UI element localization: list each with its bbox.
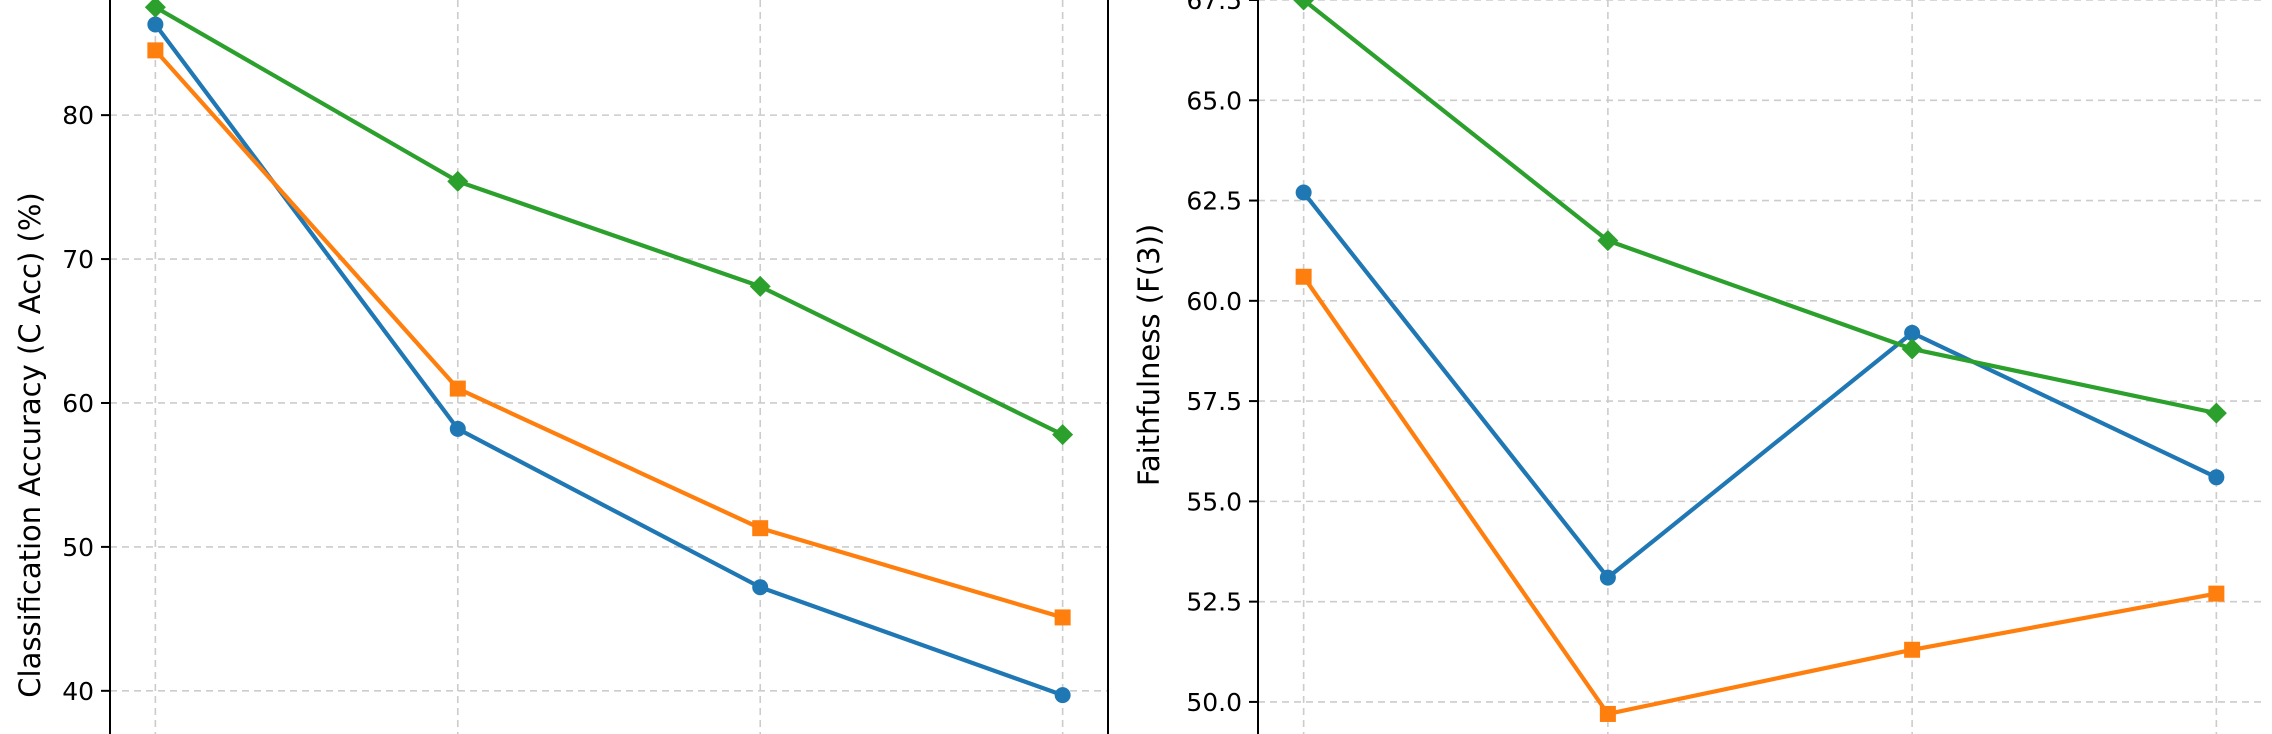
accuracy-series-1-point [147, 16, 164, 33]
accuracy-series-1-point [1054, 687, 1071, 704]
faithfulness-y-tick-label: 65.0 [1186, 86, 1242, 115]
faithfulness-series-2-point [1904, 641, 1921, 658]
faithfulness-y-tick-label: 60.0 [1186, 287, 1242, 316]
accuracy-series-1-point [752, 579, 769, 596]
faithfulness-series-2-point [2208, 585, 2225, 602]
accuracy-panel: 40 50 60 70 80 Classification Accuracy (C Ac… [13, 0, 1109, 734]
accuracy-series-3-point [447, 170, 469, 192]
faithfulness-y-axis-label: Faithfulness (F(3)) [1132, 224, 1166, 486]
accuracy-series [144, 0, 1074, 704]
faithfulness-series-3-point [1293, 0, 1315, 11]
accuracy-y-ticks: 40 50 60 70 80 [62, 101, 110, 706]
faithfulness-series-3-point [1597, 230, 1619, 252]
faithfulness-panel: 50.0 52.5 55.0 57.5 60.0 62.5 65.0 67.5 Faithfu… [1132, 0, 2262, 734]
faithfulness-y-tick-label: 67.5 [1186, 0, 1242, 15]
faithfulness-series-1-point [2208, 469, 2225, 486]
faithfulness-series-3-point [2205, 402, 2227, 424]
accuracy-y-tick-label: 40 [62, 677, 94, 706]
faithfulness-y-tick-label: 55.0 [1186, 487, 1242, 516]
accuracy-series-2-point [752, 520, 769, 537]
faithfulness-series-2-line [1301, 275, 2217, 717]
accuracy-series-3-point [749, 275, 771, 297]
accuracy-y-tick-label: 80 [62, 101, 94, 130]
accuracy-y-tick-label: 50 [62, 533, 94, 562]
accuracy-series-2-point [449, 380, 466, 397]
accuracy-y-tick-label: 60 [62, 389, 94, 418]
faithfulness-series-3-point [1901, 338, 1923, 360]
faithfulness-series [1293, 0, 2227, 722]
faithfulness-series-1-point [1904, 324, 1921, 341]
faithfulness-y-tick-label: 50.0 [1186, 688, 1242, 717]
accuracy-series-2-point [1054, 609, 1071, 626]
faithfulness-series-2-point [1295, 268, 1312, 285]
faithfulness-series-2-point [1599, 705, 1616, 722]
accuracy-series-2-line [153, 48, 1064, 620]
faithfulness-y-ticks: 50.0 52.5 55.0 57.5 60.0 62.5 65.0 67.5 [1186, 0, 1258, 717]
accuracy-y-tick-label: 70 [62, 245, 94, 274]
faithfulness-series-1-point [1295, 184, 1312, 201]
faithfulness-y-tick-label: 52.5 [1186, 588, 1242, 617]
accuracy-y-axis-label: Classification Accuracy (C Acc) (%) [13, 192, 47, 697]
faithfulness-series-3-line [1302, 0, 2217, 416]
faithfulness-y-tick-label: 57.5 [1186, 387, 1242, 416]
accuracy-series-1-point [449, 420, 466, 437]
accuracy-series-2-point [147, 42, 164, 59]
faithfulness-series-1-point [1599, 569, 1616, 586]
accuracy-series-1-line [153, 23, 1064, 698]
faithfulness-y-tick-label: 62.5 [1186, 187, 1242, 216]
accuracy-series-3-line [154, 5, 1064, 437]
accuracy-grid [110, 0, 1108, 734]
accuracy-series-3-point [144, 0, 166, 18]
faithfulness-series-1-line [1301, 191, 2218, 580]
accuracy-series-3-point [1052, 424, 1074, 446]
faithfulness-grid [1258, 0, 2262, 734]
accuracy-frame [109, 0, 1109, 734]
